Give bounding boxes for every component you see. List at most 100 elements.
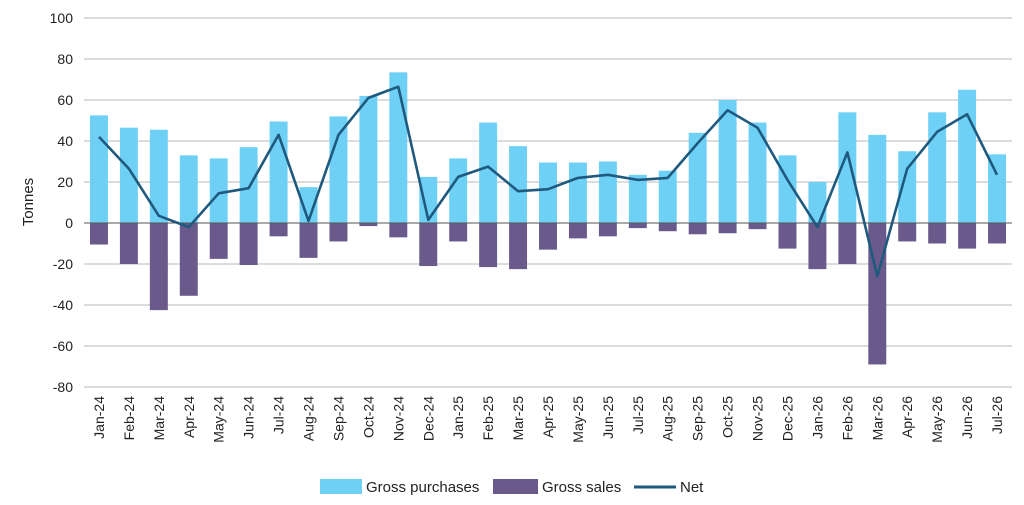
bar-gross-sales: [389, 223, 408, 238]
bar-gross-purchases: [389, 72, 408, 223]
legend-label-gross-purchases: Gross purchases: [366, 479, 479, 496]
bar-gross-purchases: [539, 162, 557, 223]
legend-item-gross-purchases: Gross purchases: [320, 479, 479, 496]
bar-gross-sales: [179, 223, 198, 296]
bar-gross-sales: [748, 223, 767, 230]
bar-gross-purchases: [299, 187, 318, 223]
x-tick-label: Feb-26: [839, 396, 855, 441]
y-axis-label: Tonnes: [20, 178, 37, 226]
x-tick-label: Nov-25: [750, 396, 766, 441]
x-tick-label: Sep-24: [330, 396, 346, 441]
legend: Gross purchases Gross sales Net: [320, 479, 704, 496]
x-tick-label: Dec-24: [420, 396, 436, 441]
bar-gross-sales: [479, 223, 498, 268]
x-tick-label: Nov-24: [390, 396, 406, 441]
bar-gross-purchases: [868, 134, 887, 223]
x-tick-label: Jun-24: [241, 396, 257, 439]
bar-gross-purchases: [509, 146, 528, 223]
bar-gross-sales: [329, 223, 348, 242]
bar-gross-purchases: [898, 151, 917, 223]
bar-gross-sales: [988, 223, 1007, 244]
bar-gross-sales: [808, 223, 827, 270]
bar-gross-purchases: [449, 158, 468, 223]
x-tick-label: Mar-26: [869, 396, 885, 441]
bar-gross-purchases: [479, 122, 498, 223]
x-tick-label: Oct-24: [360, 396, 376, 438]
bar-gross-sales: [958, 223, 977, 249]
bar-gross-purchases: [958, 89, 977, 223]
bar-gross-purchases: [988, 154, 1007, 223]
legend-label-net: Net: [680, 479, 704, 496]
bar-gross-purchases: [329, 116, 348, 223]
bar-gross-purchases: [718, 100, 737, 223]
bar-gross-purchases: [688, 132, 707, 223]
bar-gross-sales: [269, 223, 288, 237]
x-tick-label: Jun-25: [600, 396, 616, 439]
y-tick-label: 40: [57, 133, 73, 149]
bar-gross-sales: [688, 223, 707, 235]
x-tick-label: Jul-26: [989, 396, 1005, 434]
bar-gross-purchases: [239, 147, 258, 223]
bar-gross-purchases: [89, 115, 108, 223]
x-tick-label: Apr-26: [899, 396, 915, 438]
bar-gross-purchases: [209, 158, 228, 223]
bar-gross-purchases: [119, 127, 138, 223]
legend-swatch-gross-sales: [493, 479, 538, 494]
bar-gross-sales: [568, 223, 587, 239]
bar-gross-sales: [419, 223, 438, 267]
x-tick-label: Apr-24: [181, 396, 197, 438]
bar-gross-sales: [898, 223, 917, 242]
bar-gross-sales: [628, 223, 647, 229]
x-tick-label: May-25: [570, 396, 586, 443]
x-tick-label: Apr-25: [540, 396, 556, 438]
x-tick-label: Jan-26: [809, 396, 825, 439]
x-tick-label: Feb-24: [121, 396, 137, 441]
bar-gross-purchases: [838, 112, 857, 223]
y-tick-label: -60: [53, 338, 73, 354]
x-tick-label: May-24: [211, 396, 227, 443]
bar-gross-sales: [119, 223, 138, 264]
x-tick-label: Jan-24: [91, 396, 107, 439]
bar-gross-sales: [149, 223, 168, 311]
x-tick-label: Mar-25: [510, 396, 526, 441]
bar-gross-sales: [209, 223, 228, 259]
x-tick-label: Jan-25: [450, 396, 466, 439]
bar-gross-purchases: [179, 155, 198, 223]
x-tick-label: Mar-24: [151, 396, 167, 441]
y-tick-label: -40: [53, 297, 73, 313]
y-tick-label: 80: [57, 51, 73, 67]
bar-gross-sales: [928, 223, 947, 244]
bar-gross-purchases: [628, 174, 647, 223]
x-axis-ticks: Jan-24 Feb-24 Mar-24 Apr-24 May-24 Jun-24 Jul-…: [91, 396, 1005, 443]
x-tick-label: Sep-25: [690, 396, 706, 441]
legend-item-gross-sales: Gross sales: [493, 479, 621, 496]
y-tick-label: -80: [53, 379, 73, 395]
bar-gross-sales: [658, 223, 677, 232]
bar-gross-sales: [239, 223, 258, 266]
bar-gross-purchases: [928, 112, 947, 223]
series-gross-purchases: [89, 72, 1007, 223]
bar-gross-sales: [449, 223, 468, 242]
x-tick-label: Jun-26: [959, 396, 975, 439]
legend-item-net: Net: [634, 479, 704, 496]
y-axis-ticks: -80 -60 -40 -20 0 20 40 60 80 100: [50, 10, 74, 395]
bar-gross-sales: [509, 223, 528, 270]
x-tick-label: Aug-24: [301, 396, 317, 441]
x-tick-label: Aug-25: [660, 396, 676, 441]
x-tick-label: May-26: [929, 396, 945, 443]
bar-gross-sales: [539, 223, 557, 250]
x-tick-label: Jul-24: [271, 396, 287, 434]
bar-gross-sales: [598, 223, 617, 237]
bar-gross-purchases: [748, 122, 767, 223]
y-tick-label: 100: [50, 10, 74, 26]
bar-gross-sales: [718, 223, 737, 234]
y-tick-label: 60: [57, 92, 73, 108]
x-tick-label: Oct-25: [720, 396, 736, 438]
bar-gross-purchases: [568, 162, 587, 223]
bar-gross-sales: [868, 223, 887, 365]
legend-label-gross-sales: Gross sales: [542, 479, 621, 496]
bar-gross-purchases: [598, 161, 617, 223]
y-tick-label: -20: [53, 256, 73, 272]
series-net: [98, 85, 999, 278]
